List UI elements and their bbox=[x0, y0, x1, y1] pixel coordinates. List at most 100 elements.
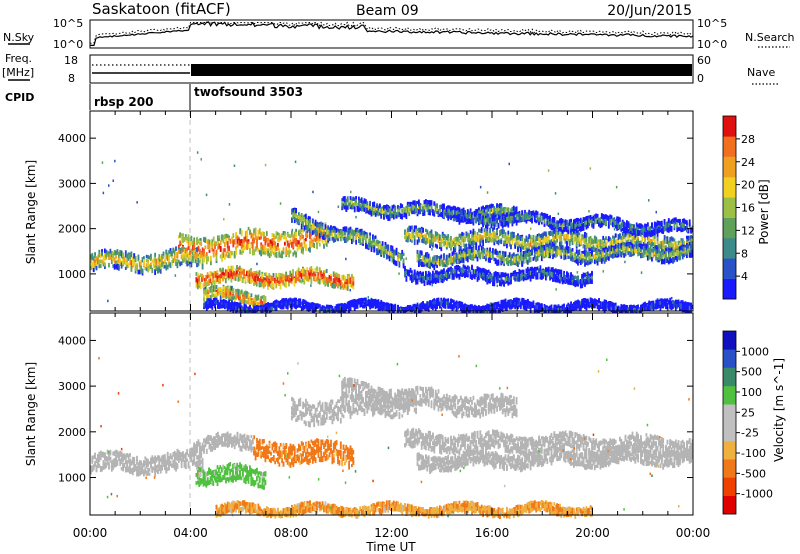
data-cell bbox=[246, 241, 249, 246]
data-cell bbox=[487, 252, 490, 258]
data-cell bbox=[475, 242, 478, 246]
data-cell bbox=[409, 238, 412, 242]
data-cell bbox=[384, 205, 387, 211]
data-cell bbox=[196, 262, 198, 268]
data-cell bbox=[203, 290, 205, 295]
data-cell bbox=[588, 246, 591, 252]
data-cell bbox=[408, 234, 411, 240]
data-cell bbox=[285, 271, 287, 277]
data-cell bbox=[297, 267, 300, 272]
data-cell bbox=[215, 271, 217, 275]
data-cell bbox=[180, 240, 183, 245]
data-cell bbox=[292, 214, 295, 220]
data-cell bbox=[462, 218, 465, 223]
data-cell bbox=[445, 260, 448, 264]
data-cell bbox=[239, 290, 242, 295]
data-cell bbox=[274, 245, 277, 249]
data-cell bbox=[388, 208, 391, 215]
data-cell bbox=[487, 205, 490, 210]
data-cell bbox=[183, 247, 186, 251]
data-cell bbox=[362, 238, 364, 244]
data-cell bbox=[300, 223, 303, 230]
data-cell bbox=[94, 259, 96, 264]
data-cell bbox=[501, 254, 504, 259]
data-cell bbox=[324, 275, 327, 281]
data-cell bbox=[271, 283, 273, 288]
data-cell bbox=[448, 214, 451, 219]
data-cell bbox=[272, 251, 275, 256]
data-cell bbox=[529, 251, 532, 256]
data-cell bbox=[412, 204, 415, 211]
data-cell bbox=[226, 274, 229, 279]
data-cell bbox=[353, 201, 356, 207]
data-cell bbox=[535, 235, 538, 242]
data-cell bbox=[365, 234, 367, 241]
data-cell bbox=[546, 249, 549, 256]
data-cell bbox=[346, 285, 349, 291]
data-cell bbox=[299, 279, 301, 283]
data-cell bbox=[507, 211, 510, 217]
data-cell bbox=[321, 226, 324, 230]
data-cell bbox=[422, 256, 424, 261]
data-cell bbox=[508, 259, 511, 264]
data-cell bbox=[445, 241, 448, 248]
data-cell bbox=[355, 202, 357, 208]
data-cell bbox=[175, 259, 177, 263]
data-cell bbox=[278, 248, 281, 254]
data-cell bbox=[575, 232, 578, 238]
data-cell bbox=[535, 251, 538, 255]
data-cell bbox=[672, 237, 674, 242]
data-cell bbox=[161, 254, 163, 259]
data-cell bbox=[297, 270, 300, 276]
data-cell bbox=[335, 272, 338, 277]
data-cell bbox=[300, 213, 303, 218]
data-cell bbox=[242, 247, 244, 252]
data-cell bbox=[293, 231, 296, 236]
data-cell bbox=[387, 255, 390, 259]
data-cell bbox=[430, 232, 433, 239]
data-cell bbox=[220, 270, 223, 274]
data-cell bbox=[547, 247, 550, 251]
data-cell bbox=[191, 240, 194, 246]
data-cell bbox=[113, 257, 116, 264]
data-cell bbox=[591, 279, 593, 284]
data-cell bbox=[497, 259, 500, 265]
data-cell bbox=[265, 278, 268, 283]
data-cell bbox=[247, 244, 250, 249]
data-cell bbox=[411, 207, 413, 213]
data-cell bbox=[515, 255, 518, 261]
data-cell bbox=[281, 233, 283, 238]
data-cell bbox=[514, 257, 517, 264]
data-cell bbox=[614, 240, 617, 245]
data-cell bbox=[439, 241, 441, 248]
data-cell bbox=[616, 238, 618, 243]
data-cell bbox=[210, 281, 213, 286]
data-cell bbox=[579, 238, 582, 245]
data-cell bbox=[552, 247, 554, 251]
data-cell bbox=[433, 235, 436, 242]
data-cell bbox=[307, 224, 310, 231]
data-cell bbox=[432, 260, 434, 266]
data-cell bbox=[556, 248, 558, 252]
data-cell bbox=[302, 235, 304, 239]
data-cell bbox=[536, 242, 539, 246]
data-cell bbox=[564, 255, 567, 260]
data-cell bbox=[402, 258, 405, 264]
data-cell bbox=[264, 296, 267, 302]
data-cell bbox=[406, 227, 409, 232]
data-cell bbox=[592, 239, 595, 245]
data-cell bbox=[346, 206, 349, 210]
data-cell bbox=[439, 261, 441, 265]
data-cell bbox=[420, 232, 423, 238]
data-cell bbox=[244, 300, 247, 304]
data-cell bbox=[489, 248, 491, 254]
data-cell bbox=[216, 272, 219, 277]
data-cell bbox=[568, 248, 571, 253]
data-cell bbox=[439, 234, 441, 241]
data-cell bbox=[238, 289, 240, 296]
data-cell bbox=[458, 233, 461, 238]
data-cell bbox=[314, 229, 317, 235]
data-cell bbox=[367, 242, 370, 249]
data-cell bbox=[210, 255, 212, 260]
data-cell bbox=[307, 247, 310, 252]
